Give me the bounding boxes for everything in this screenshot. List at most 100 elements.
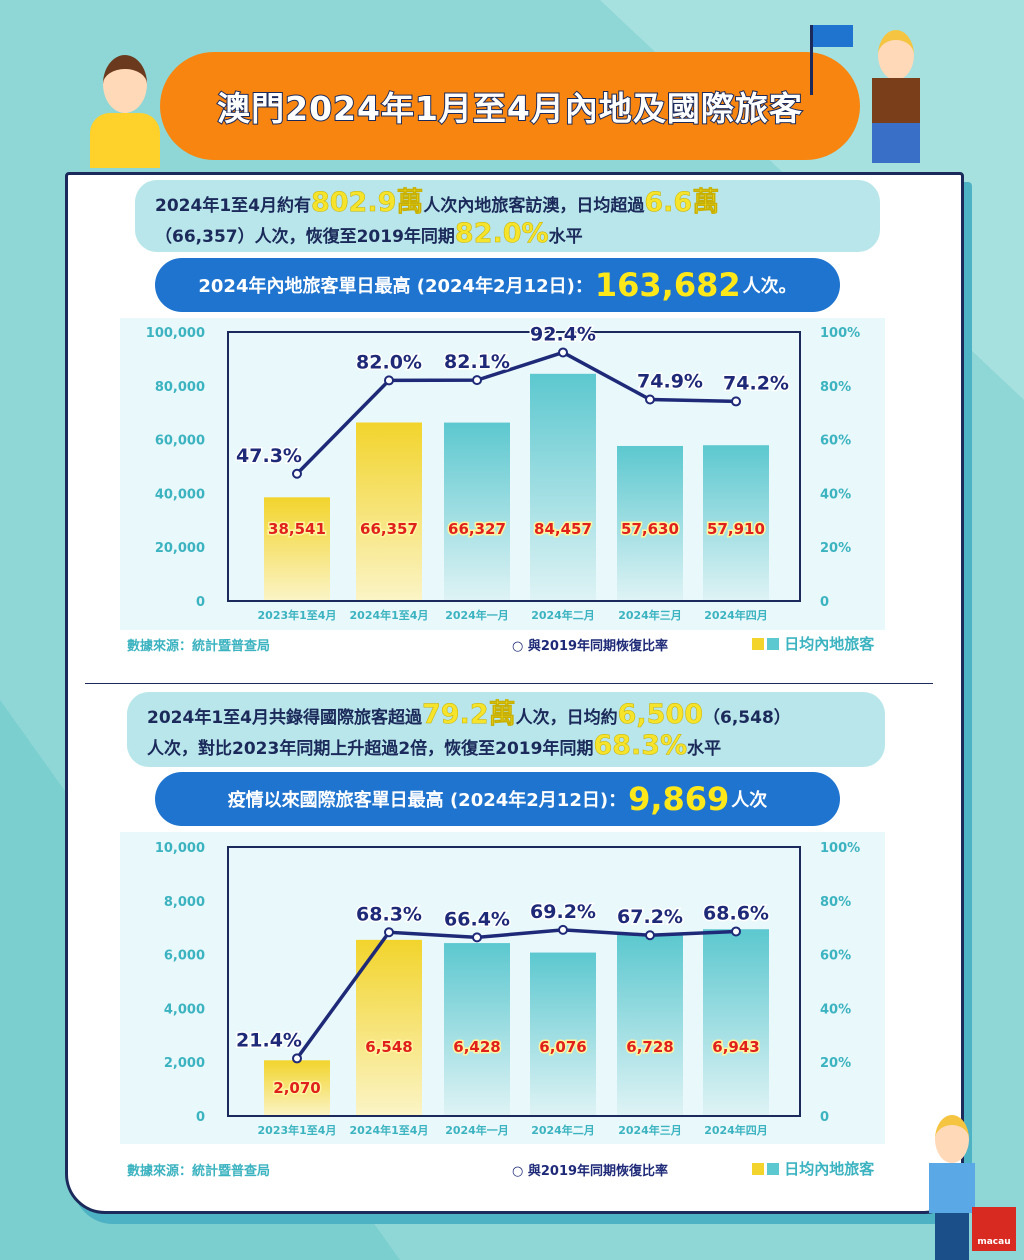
girl-illustration <box>85 55 165 168</box>
bar-3 <box>530 952 596 1116</box>
y-tick-label: 10,000 <box>155 841 205 856</box>
explorer-illustration <box>810 25 930 165</box>
y2-tick-label: 100% <box>820 841 860 856</box>
line-point-2 <box>472 932 482 943</box>
line-value-label: 68.3% <box>356 903 422 925</box>
y2-tick-label: 0 <box>820 1110 829 1125</box>
circle-marker-icon: ○ <box>512 1164 528 1179</box>
line-value-label: 82.1% <box>444 351 510 373</box>
bar-value-label: 6,943 <box>712 1038 759 1056</box>
line-value-label: 47.3% <box>236 445 302 467</box>
y-tick-label: 20,000 <box>155 541 205 556</box>
y2-tick-label: 40% <box>820 487 851 502</box>
y2-tick-label: 0 <box>820 595 829 610</box>
yellow-swatch-icon <box>752 638 764 650</box>
y2-tick-label: 60% <box>820 434 851 449</box>
teal-swatch-icon <box>767 638 779 650</box>
x-tick-label: 2024年一月 <box>445 1123 509 1137</box>
bar-4 <box>617 935 683 1116</box>
bar-value-label: 38,541 <box>268 520 326 538</box>
line-point-0 <box>292 468 302 479</box>
recovery-line <box>295 928 737 1060</box>
page-title-banner: 澳門2024年1月至4月內地及國際旅客 <box>160 52 860 160</box>
y-tick-label: 6,000 <box>164 949 205 964</box>
yellow-swatch-icon <box>752 1163 764 1175</box>
line-value-label: 92.4% <box>530 323 596 345</box>
y2-tick-label: 80% <box>820 895 851 910</box>
y2-tick-label: 40% <box>820 1002 851 1017</box>
mainland-summary: 2024年1至4月約有802.9萬人次內地旅客訪澳，日均超過6.6萬 （66,3… <box>135 180 880 252</box>
legend-line: ○ 與2019年同期恢復比率 <box>512 639 669 654</box>
y2-tick-label: 100% <box>820 326 860 341</box>
y-tick-label: 2,000 <box>164 1056 205 1071</box>
page-title: 澳門2024年1月至4月內地及國際旅客 <box>216 88 803 129</box>
bar-4 <box>617 445 683 601</box>
y-tick-label: 60,000 <box>155 434 205 449</box>
bar-0 <box>264 497 330 601</box>
recovery-line <box>295 350 737 475</box>
macau-logo: macau <box>972 1207 1016 1251</box>
bar-value-label: 66,357 <box>360 520 418 538</box>
y-tick-label: 0 <box>196 595 205 610</box>
x-tick-label: 2023年1至4月 <box>258 1123 337 1137</box>
y-tick-label: 4,000 <box>164 1002 205 1017</box>
line-value-label: 21.4% <box>236 1029 302 1051</box>
line-point-3 <box>558 347 568 358</box>
x-tick-label: 2024年一月 <box>445 608 509 622</box>
bar-value-label: 66,327 <box>448 520 506 538</box>
bar-value-label: 6,076 <box>539 1038 586 1056</box>
line-value-label: 69.2% <box>530 901 596 923</box>
teal-swatch-icon <box>767 1163 779 1175</box>
x-tick-label: 2024年二月 <box>531 608 595 622</box>
y2-tick-label: 20% <box>820 541 851 556</box>
legend-line: ○ 與2019年同期恢復比率 <box>512 1164 669 1179</box>
y-tick-label: 100,000 <box>146 326 205 341</box>
y-tick-label: 0 <box>196 1110 205 1125</box>
bar-value-label: 84,457 <box>534 520 592 538</box>
legend-1: 數據來源：統計暨普查局 ○ 與2019年同期恢復比率 日均內地旅客 <box>127 633 882 654</box>
x-tick-label: 2024年1至4月 <box>350 608 429 622</box>
line-value-label: 67.2% <box>617 906 683 928</box>
y2-tick-label: 80% <box>820 380 851 395</box>
bar-1 <box>356 939 422 1116</box>
line-point-1 <box>384 927 394 938</box>
x-tick-label: 2023年1至4月 <box>258 608 337 622</box>
line-point-1 <box>384 375 394 386</box>
section-divider <box>85 683 933 684</box>
bar-value-label: 6,728 <box>626 1038 673 1056</box>
line-value-label: 82.0% <box>356 351 422 373</box>
bar-5 <box>703 929 769 1116</box>
y-tick-label: 8,000 <box>164 895 205 910</box>
line-point-4 <box>645 930 655 941</box>
source-note: 數據來源：統計暨普查局 <box>127 1164 271 1179</box>
bar-2 <box>444 422 510 601</box>
legend-bars: 日均內地旅客 <box>752 633 874 654</box>
y2-tick-label: 20% <box>820 1056 851 1071</box>
mainland-peak-pill: 2024年內地旅客單日最高 (2024年2月12日)： 163,682 人次。 <box>155 258 840 312</box>
bar-value-label: 57,630 <box>621 520 679 538</box>
line-point-2 <box>472 375 482 386</box>
bar-value-label: 2,070 <box>273 1079 320 1097</box>
bar-5 <box>703 445 769 601</box>
plot-frame <box>227 331 801 602</box>
bar-2 <box>444 943 510 1116</box>
reader-illustration <box>925 1115 980 1260</box>
bar-value-label: 6,428 <box>453 1038 500 1056</box>
line-point-4 <box>645 394 655 405</box>
bar-1 <box>356 422 422 601</box>
source-note: 數據來源：統計暨普查局 <box>127 639 271 654</box>
international-peak-pill: 疫情以來國際旅客單日最高 (2024年2月12日)： 9,869 人次 <box>155 772 840 826</box>
line-value-label: 66.4% <box>444 908 510 930</box>
bar-3 <box>530 373 596 601</box>
line-value-label: 68.6% <box>703 902 769 924</box>
line-point-0 <box>292 1053 302 1064</box>
x-tick-label: 2024年四月 <box>704 1123 768 1137</box>
international-summary: 2024年1至4月共錄得國際旅客超過79.2萬人次，日均約6,500（6,548… <box>127 692 885 767</box>
y-tick-label: 40,000 <box>155 487 205 502</box>
line-point-5 <box>731 926 741 937</box>
legend-2: 數據來源：統計暨普查局 ○ 與2019年同期恢復比率 日均內地旅客 <box>127 1160 882 1179</box>
line-point-3 <box>558 924 568 935</box>
line-value-label: 74.9% <box>637 371 703 393</box>
